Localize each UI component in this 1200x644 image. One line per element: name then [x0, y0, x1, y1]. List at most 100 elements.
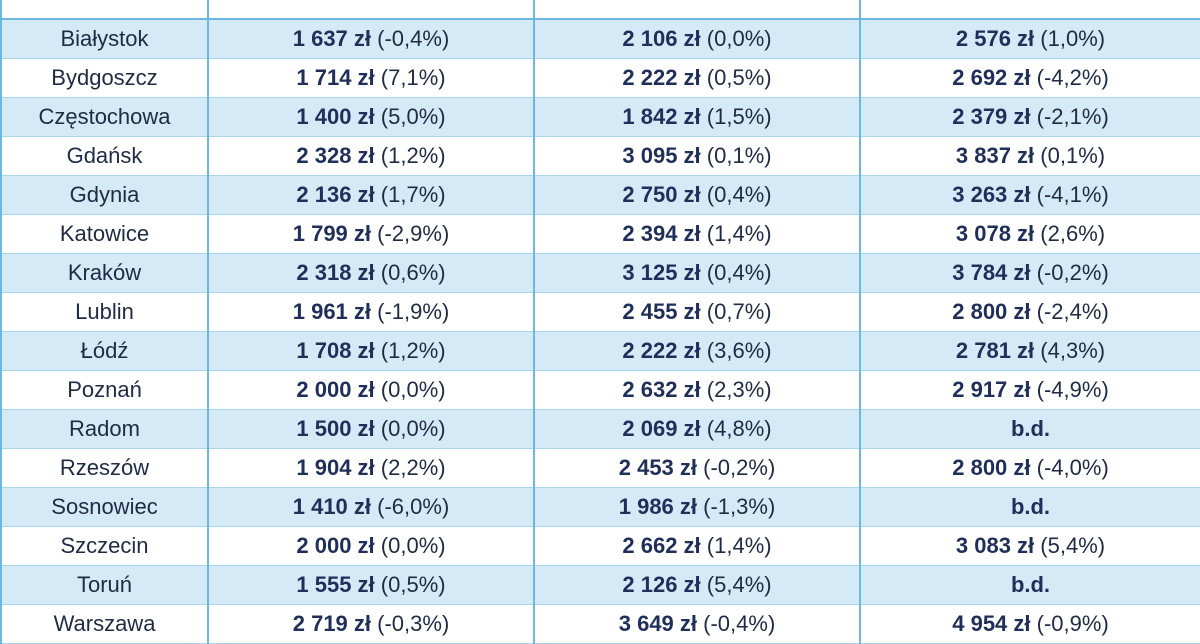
price-cell-col2: 2 662 zł (1,4%) — [533, 526, 861, 566]
city-cell: Gdańsk — [0, 136, 209, 176]
price-change: (0,5%) — [380, 572, 446, 597]
price-change: (5,4%) — [706, 572, 772, 597]
price-cell-col1: 1 500 zł (0,0%) — [207, 409, 535, 449]
price-change: (-2,9%) — [377, 221, 450, 246]
table-row: Gdańsk 2 328 zł (1,2%) 3 095 zł (0,1%) 3 83… — [0, 136, 1200, 176]
price-change: (1,7%) — [380, 182, 446, 207]
price-amount: 2 000 zł — [296, 533, 375, 558]
price-change: (0,1%) — [1040, 143, 1106, 168]
price-change: (7,1%) — [380, 65, 446, 90]
price-amount: 2 455 zł — [622, 299, 701, 324]
price-change: (0,0%) — [380, 377, 446, 402]
header-cell-col3 — [859, 0, 1200, 20]
price-amount: 4 954 zł — [952, 611, 1031, 636]
price-cell-col2: 3 649 zł (-0,4%) — [533, 604, 861, 644]
price-change: (-1,9%) — [377, 299, 450, 324]
price-amount: 2 000 zł — [296, 377, 375, 402]
price-change: (-2,1%) — [1036, 104, 1109, 129]
price-change: (2,2%) — [380, 455, 446, 480]
price-change: (0,0%) — [706, 26, 772, 51]
city-cell: Poznań — [0, 370, 209, 410]
no-data-value: b.d. — [1010, 494, 1051, 519]
city-cell: Kraków — [0, 253, 209, 293]
city-cell: Łódź — [0, 331, 209, 371]
table-row: Toruń 1 555 zł (0,5%) 2 126 zł (5,4%) b.d. — [0, 565, 1200, 605]
price-cell-col2: 2 106 zł (0,0%) — [533, 18, 861, 59]
table-row: Bydgoszcz 1 714 zł (7,1%) 2 222 zł (0,5%) 2… — [0, 58, 1200, 98]
price-change: (-2,4%) — [1036, 299, 1109, 324]
price-change: (0,7%) — [706, 299, 772, 324]
price-amount: 1 500 zł — [296, 416, 375, 441]
price-amount: 1 708 zł — [296, 338, 375, 363]
price-amount: 2 800 zł — [952, 455, 1031, 480]
price-cell-col1: 2 318 zł (0,6%) — [207, 253, 535, 293]
price-cell-col3: 2 576 zł (1,0%) — [859, 18, 1200, 59]
price-cell-col3: b.d. — [859, 487, 1200, 527]
city-cell: Katowice — [0, 214, 209, 254]
price-cell-col3: 2 800 zł (-4,0%) — [859, 448, 1200, 488]
price-amount: 3 784 zł — [952, 260, 1031, 285]
city-name: Warszawa — [53, 611, 156, 636]
price-cell-col2: 2 453 zł (-0,2%) — [533, 448, 861, 488]
city-name: Radom — [69, 416, 140, 441]
price-amount: 2 069 zł — [622, 416, 701, 441]
price-amount: 1 842 zł — [622, 104, 701, 129]
table-row: Kraków 2 318 zł (0,6%) 3 125 zł (0,4%) 3 78… — [0, 253, 1200, 293]
price-change: (3,6%) — [706, 338, 772, 363]
price-change: (1,5%) — [706, 104, 772, 129]
price-cell-col3: 2 379 zł (-2,1%) — [859, 97, 1200, 137]
price-amount: 2 222 zł — [622, 338, 701, 363]
price-cell-col2: 2 069 zł (4,8%) — [533, 409, 861, 449]
city-cell: Bydgoszcz — [0, 58, 209, 98]
price-cell-col3: 3 078 zł (2,6%) — [859, 214, 1200, 254]
price-cell-col2: 3 095 zł (0,1%) — [533, 136, 861, 176]
price-change: (-4,0%) — [1036, 455, 1109, 480]
price-change: (0,5%) — [706, 65, 772, 90]
price-cell-col1: 2 328 zł (1,2%) — [207, 136, 535, 176]
price-amount: 2 692 zł — [952, 65, 1031, 90]
price-cell-col2: 2 750 zł (0,4%) — [533, 175, 861, 215]
city-cell: Szczecin — [0, 526, 209, 566]
price-cell-col1: 1 410 zł (-6,0%) — [207, 487, 535, 527]
no-data-value: b.d. — [1010, 416, 1051, 441]
price-change: (1,4%) — [706, 533, 772, 558]
city-cell: Lublin — [0, 292, 209, 332]
price-amount: 2 632 zł — [622, 377, 701, 402]
table-row: Lublin 1 961 zł (-1,9%) 2 455 zł (0,7%) 2 8… — [0, 292, 1200, 332]
price-cell-col1: 1 555 zł (0,5%) — [207, 565, 535, 605]
price-cell-col2: 2 632 zł (2,3%) — [533, 370, 861, 410]
price-change: (-4,9%) — [1036, 377, 1109, 402]
price-amount: 2 662 zł — [622, 533, 701, 558]
price-amount: 2 222 zł — [622, 65, 701, 90]
header-cell-col2 — [533, 0, 861, 20]
city-name: Gdynia — [69, 182, 140, 207]
price-change: (-0,4%) — [703, 611, 776, 636]
price-amount: 1 714 zł — [296, 65, 375, 90]
price-change: (1,2%) — [380, 143, 446, 168]
price-change: (0,4%) — [706, 260, 772, 285]
city-cell: Sosnowiec — [0, 487, 209, 527]
price-change: (-0,4%) — [377, 26, 450, 51]
price-change: (0,1%) — [706, 143, 772, 168]
city-name: Szczecin — [60, 533, 149, 558]
price-change: (0,0%) — [380, 533, 446, 558]
price-change: (5,4%) — [1040, 533, 1106, 558]
price-cell-col1: 2 719 zł (-0,3%) — [207, 604, 535, 644]
price-cell-col1: 1 714 zł (7,1%) — [207, 58, 535, 98]
price-change: (-1,3%) — [703, 494, 776, 519]
city-name: Toruń — [76, 572, 133, 597]
city-cell: Częstochowa — [0, 97, 209, 137]
city-name: Bydgoszcz — [51, 65, 158, 90]
city-name: Lublin — [75, 299, 134, 324]
price-cell-col1: 2 000 zł (0,0%) — [207, 370, 535, 410]
price-cell-col1: 2 000 zł (0,0%) — [207, 526, 535, 566]
price-amount: 2 453 zł — [618, 455, 698, 480]
price-cell-col3: b.d. — [859, 565, 1200, 605]
city-name: Białystok — [60, 26, 149, 51]
price-change: (1,2%) — [380, 338, 446, 363]
price-amount: 2 136 zł — [296, 182, 375, 207]
price-change: (0,6%) — [380, 260, 446, 285]
price-amount: 1 555 zł — [296, 572, 375, 597]
